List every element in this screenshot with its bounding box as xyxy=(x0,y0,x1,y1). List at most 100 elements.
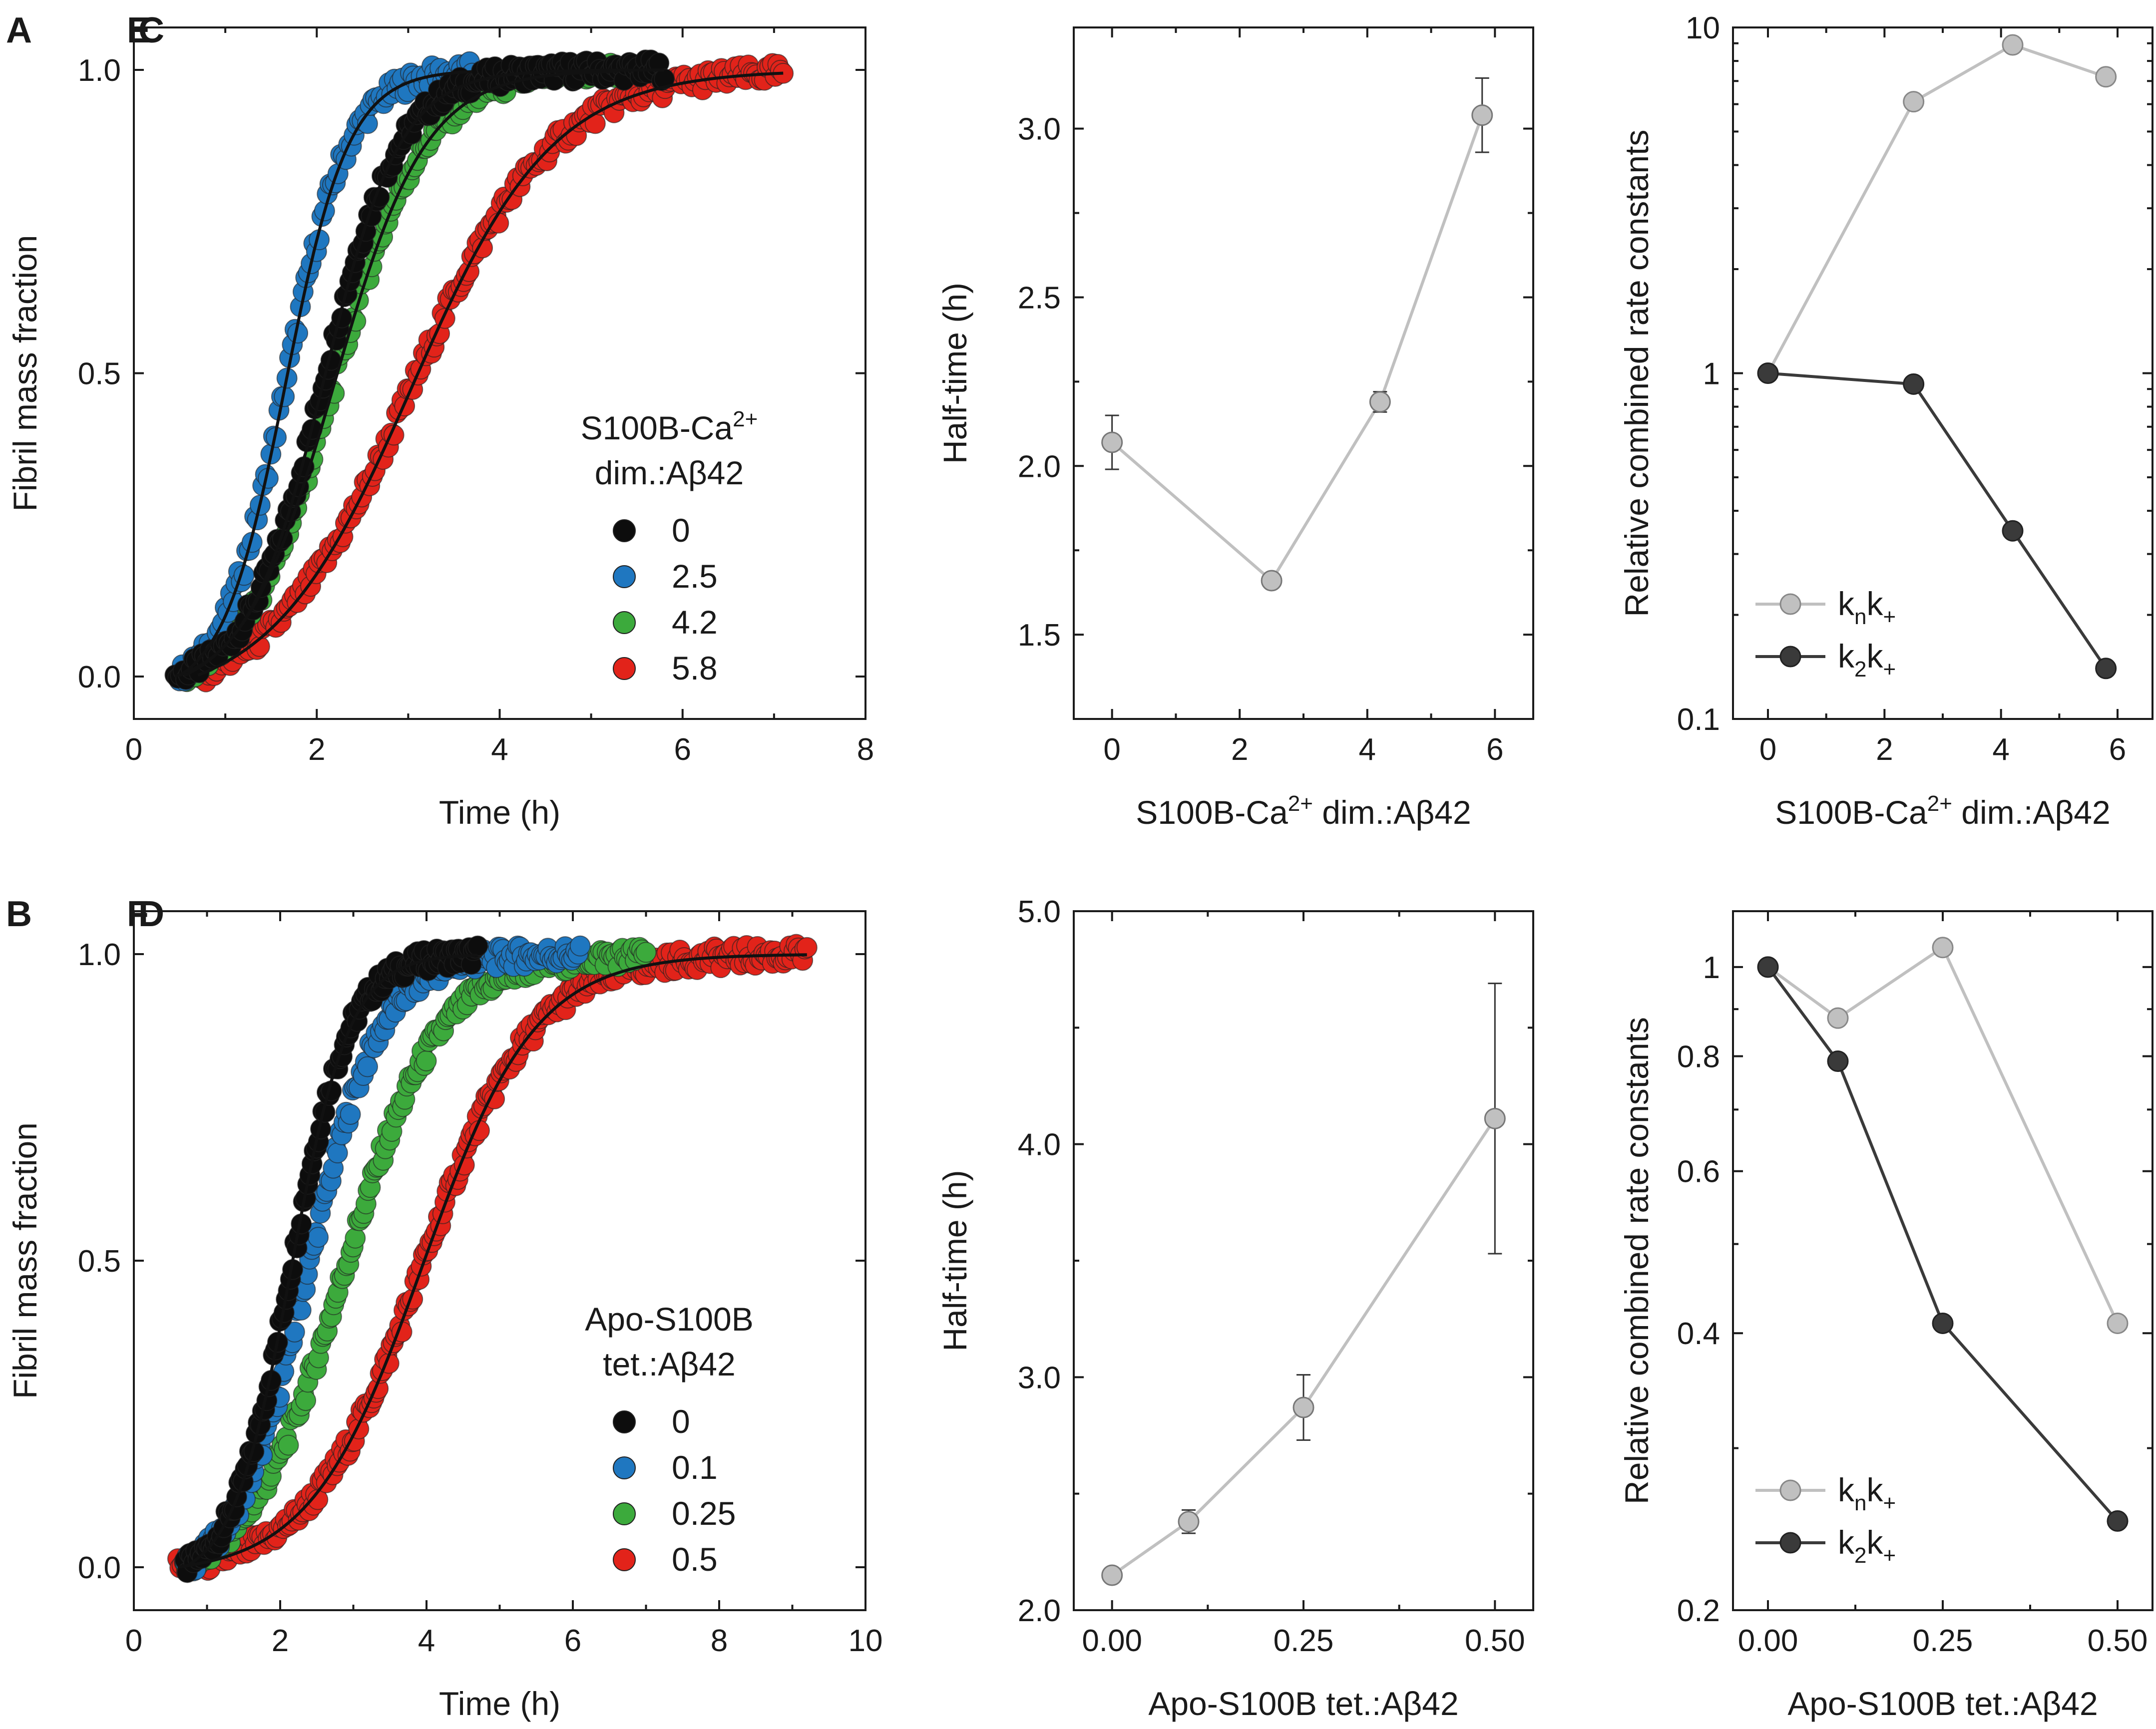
legend-k2: k xyxy=(1866,638,1883,675)
x-tick-label: 8 xyxy=(711,1624,728,1658)
legend-label-knk+: knk+ xyxy=(1838,585,1896,629)
x-axis-label-tail: dim.:Aβ42 xyxy=(1313,794,1471,831)
data-point-0.1 xyxy=(284,1321,305,1343)
y-axis-label: Relative combined rate constants xyxy=(1618,1017,1655,1504)
x-axis-label: Apo-S100B tet.:Aβ42 xyxy=(1787,1685,2098,1722)
legend-sub: 2 xyxy=(1854,1543,1866,1568)
legend-marker-k2k+ xyxy=(1779,646,1801,668)
data-point xyxy=(1471,104,1493,126)
fit-line-5.8 xyxy=(197,71,784,677)
legend-title-text: S100B-Ca xyxy=(581,409,733,446)
legend-label-0.1: 0.1 xyxy=(672,1449,718,1486)
legend-k2: k xyxy=(1866,585,1883,622)
fit-lines xyxy=(177,953,807,1569)
panel-B: 0 2 4 6 8 10 0.0 0.5 1.0 Time (h) Fibril mass frac… xyxy=(6,894,882,1722)
y-tick-label: 0.0 xyxy=(78,660,121,694)
data-point-k2k+ xyxy=(2095,658,2117,680)
data-point-knk+ xyxy=(2107,1312,2129,1334)
y-tick-label: 0.5 xyxy=(78,357,121,391)
legend-marker-4.2 xyxy=(613,611,636,634)
data-point-k2k+ xyxy=(1757,362,1779,384)
y-axis-label: Half-time (h) xyxy=(936,283,973,464)
y-tick-label: 4.0 xyxy=(1018,1128,1061,1162)
legend-title-sup: 2+ xyxy=(733,407,758,431)
plot-frame xyxy=(1073,26,1534,720)
panel-letter: E xyxy=(127,10,151,50)
x-tick-label: 2 xyxy=(1876,732,1893,767)
fit-line-0 xyxy=(184,954,478,1568)
data-point xyxy=(1369,391,1391,413)
data-point-knk+ xyxy=(2002,34,2024,56)
legend-sub2: + xyxy=(1883,1491,1896,1515)
legend: knk+k2k+ xyxy=(1755,585,1896,682)
x-axis-label: Apo-S100B tet.:Aβ42 xyxy=(1148,1685,1458,1722)
x-tick-label: 4 xyxy=(1359,732,1376,767)
x-axis-label-tail: dim.:Aβ42 xyxy=(1952,794,2111,831)
legend-label-0.5: 0.5 xyxy=(672,1541,718,1578)
data-points xyxy=(164,49,794,692)
data-point-k2k+ xyxy=(1932,1312,1954,1334)
x-tick-label: 0.00 xyxy=(1738,1624,1798,1658)
x-axis-label-text: Apo-S100B tet.:Aβ42 xyxy=(1148,1685,1458,1722)
legend: S100B-Ca2+ dim.:Aβ42 0 2.5 4.2 5.8 xyxy=(581,407,758,687)
fit-lines xyxy=(174,68,784,678)
data-point-0.1 xyxy=(340,1103,361,1125)
x-tick-label: 0 xyxy=(125,732,142,767)
series-line xyxy=(1111,114,1484,583)
x-tick-label: 4 xyxy=(1992,732,2009,767)
legend-title: Apo-S100B xyxy=(585,1301,754,1338)
legend-k2: k xyxy=(1866,1524,1883,1561)
x-axis-label-text: Apo-S100B tet.:Aβ42 xyxy=(1787,1685,2098,1722)
legend-k: k xyxy=(1838,1471,1855,1508)
legend-marker-knk+ xyxy=(1779,593,1801,615)
data-point-0.1 xyxy=(357,1056,379,1077)
series-line-k2k+ xyxy=(1767,371,2108,670)
legend: knk+k2k+ xyxy=(1755,1471,1896,1568)
legend-label-0: 0 xyxy=(672,512,690,549)
y-tick-label: 2.5 xyxy=(1018,281,1061,315)
data-point xyxy=(1484,1107,1506,1129)
data-point xyxy=(1178,1511,1200,1533)
x-tick-label: 4 xyxy=(491,732,508,767)
data-point-knk+ xyxy=(1903,91,1925,113)
x-tick-label: 2 xyxy=(1231,732,1248,767)
legend-marker-5.8 xyxy=(613,657,636,680)
legend-sub2: + xyxy=(1883,1543,1896,1568)
legend-marker-k2k+ xyxy=(1779,1532,1801,1554)
x-axis-label: S100B-Ca2+ dim.:Aβ42 xyxy=(1136,791,1471,831)
x-axis-label-sup: 2+ xyxy=(1927,791,1952,816)
y-axis-label: Fibril mass fraction xyxy=(6,235,43,512)
y-tick-label: 0.4 xyxy=(1677,1317,1720,1351)
x-axis-label-text: S100B-Ca xyxy=(1775,794,1927,831)
legend-marker-0 xyxy=(613,519,636,542)
x-axis-label: Time (h) xyxy=(439,794,560,831)
y-tick-label: 1.0 xyxy=(78,938,121,972)
legend-marker-0 xyxy=(613,1410,636,1433)
x-tick-label: 2 xyxy=(272,1624,289,1658)
y-axis-label: Half-time (h) xyxy=(936,1170,973,1351)
x-tick-label: 6 xyxy=(564,1624,581,1658)
legend-label-0.25: 0.25 xyxy=(672,1495,736,1532)
data-point-0.1 xyxy=(308,1227,329,1248)
fit-line-2.5 xyxy=(178,70,472,678)
y-tick-label: 0.2 xyxy=(1677,1594,1720,1628)
legend-k: k xyxy=(1838,585,1855,622)
y-tick-label: 3.0 xyxy=(1018,112,1061,147)
legend-marker-0.25 xyxy=(613,1502,636,1525)
y-axis-label: Relative combined rate constants xyxy=(1618,130,1655,617)
y-axis-label: Fibril mass fraction xyxy=(6,1122,43,1399)
legend-title: S100B-Ca2+ xyxy=(581,407,758,446)
data-point-0.5 xyxy=(796,937,818,958)
legend-sub2: + xyxy=(1883,657,1896,682)
legend-sub: 2 xyxy=(1854,657,1866,682)
data-point-knk+ xyxy=(2095,66,2117,88)
data-point-knk+ xyxy=(1932,937,1954,959)
series-line-knk+ xyxy=(1766,43,2107,374)
legend-label-2.5: 2.5 xyxy=(672,558,718,595)
x-tick-label: 0 xyxy=(125,1624,142,1658)
x-axis-label-text: Time (h) xyxy=(439,794,560,831)
data-point xyxy=(1261,570,1283,592)
legend-label-0: 0 xyxy=(672,1403,690,1440)
